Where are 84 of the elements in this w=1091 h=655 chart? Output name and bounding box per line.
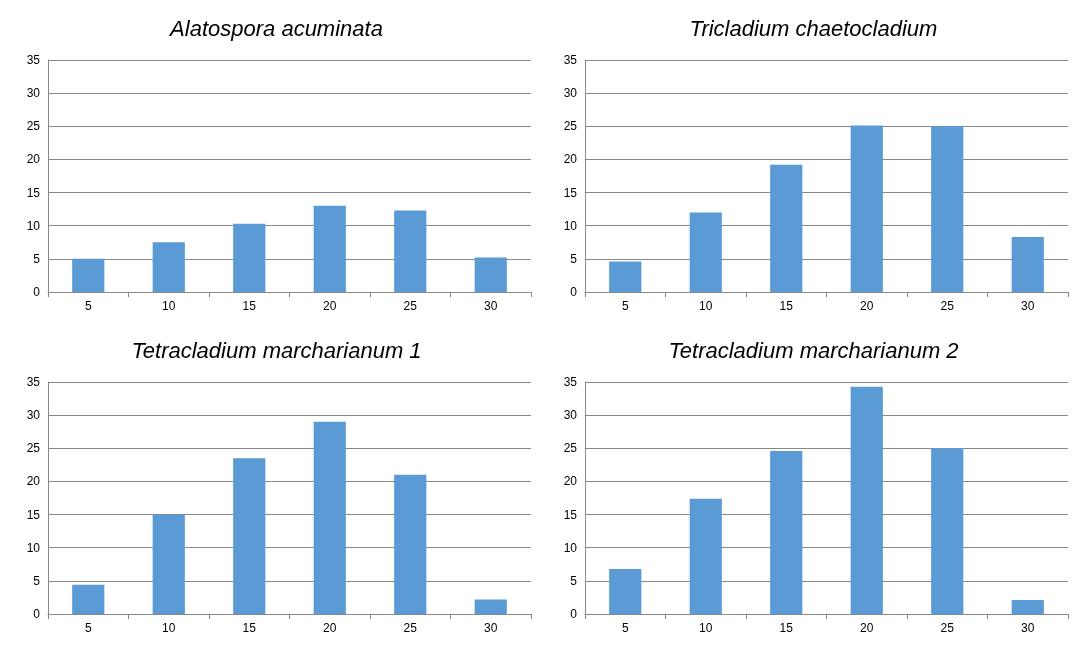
chart-title: Tetracladium marcharianum 1	[131, 337, 422, 363]
y-tick-label: 10	[26, 218, 41, 233]
y-tick-label: 5	[570, 573, 578, 588]
bar	[152, 514, 185, 614]
y-tick-label: 15	[26, 507, 41, 522]
y-tick-label: 10	[26, 540, 41, 555]
x-tick-label: 30	[484, 621, 498, 635]
x-tick-label: 25	[940, 621, 955, 635]
x-tick-label: 25	[940, 299, 955, 313]
bar	[850, 125, 883, 292]
x-tick-label: 5	[621, 299, 629, 313]
x-tick-label: 25	[403, 621, 418, 635]
x-tick-label: 20	[860, 299, 874, 313]
x-tick-label: 20	[860, 621, 874, 635]
bar	[609, 568, 642, 614]
bar	[1011, 600, 1044, 614]
bar	[931, 448, 964, 614]
y-tick-label: 0	[33, 285, 41, 299]
y-tick-label: 35	[563, 375, 578, 389]
x-tick-label: 30	[1021, 621, 1035, 635]
y-tick-label: 5	[33, 251, 41, 266]
bar	[850, 386, 883, 614]
y-tick-label: 15	[563, 507, 578, 522]
chart-title: Alatospora acuminata	[168, 15, 383, 41]
y-tick-label: 15	[26, 185, 41, 200]
y-tick-label: 30	[26, 408, 41, 423]
y-tick-label: 25	[26, 119, 41, 134]
bar	[474, 599, 507, 614]
y-tick-label: 10	[563, 218, 578, 233]
y-tick-label: 5	[33, 573, 41, 588]
x-tick-label: 15	[779, 621, 794, 635]
bar	[313, 205, 346, 292]
y-tick-label: 25	[563, 119, 578, 134]
bar	[152, 242, 185, 292]
bar	[233, 223, 266, 292]
x-tick-label: 15	[242, 621, 257, 635]
y-tick-label: 25	[26, 441, 41, 456]
bar	[770, 450, 803, 614]
y-tick-label: 0	[570, 607, 578, 621]
x-tick-label: 10	[699, 299, 713, 313]
bar	[770, 164, 803, 292]
x-tick-label: 20	[323, 299, 337, 313]
x-tick-label: 5	[621, 621, 629, 635]
x-tick-label: 25	[403, 299, 418, 313]
chart-title: Tricladium chaetocladium	[689, 15, 938, 41]
y-tick-label: 35	[26, 53, 41, 67]
y-tick-label: 35	[26, 375, 41, 389]
x-tick-label: 10	[162, 621, 176, 635]
y-tick-label: 30	[26, 86, 41, 101]
bar	[313, 421, 346, 614]
x-tick-label: 20	[323, 621, 337, 635]
bar	[474, 257, 507, 292]
bar	[394, 210, 427, 292]
x-tick-label: 5	[84, 621, 92, 635]
x-tick-label: 10	[699, 621, 713, 635]
y-tick-label: 35	[563, 53, 578, 67]
y-tick-label: 25	[563, 441, 578, 456]
y-tick-label: 30	[563, 408, 578, 423]
bar	[931, 126, 964, 292]
bar	[394, 474, 427, 614]
bar	[72, 258, 105, 292]
y-tick-label: 5	[570, 251, 578, 266]
y-tick-label: 20	[26, 474, 41, 489]
x-tick-label: 5	[84, 299, 92, 313]
bar	[689, 212, 722, 292]
y-tick-label: 20	[563, 474, 578, 489]
chart-title: Tetracladium marcharianum 2	[668, 337, 959, 363]
x-tick-label: 15	[779, 299, 794, 313]
x-tick-label: 15	[242, 299, 257, 313]
x-tick-label: 30	[1021, 299, 1035, 313]
y-tick-label: 0	[570, 285, 578, 299]
y-tick-label: 0	[33, 607, 41, 621]
y-tick-label: 20	[26, 152, 41, 167]
x-tick-label: 10	[162, 299, 176, 313]
bar	[72, 584, 105, 614]
y-tick-label: 15	[563, 185, 578, 200]
bar	[233, 458, 266, 614]
bar	[689, 498, 722, 614]
y-tick-label: 10	[563, 540, 578, 555]
y-tick-label: 20	[563, 152, 578, 167]
bar	[1011, 236, 1044, 292]
y-tick-label: 30	[563, 86, 578, 101]
x-tick-label: 30	[484, 299, 498, 313]
bar	[609, 261, 642, 292]
